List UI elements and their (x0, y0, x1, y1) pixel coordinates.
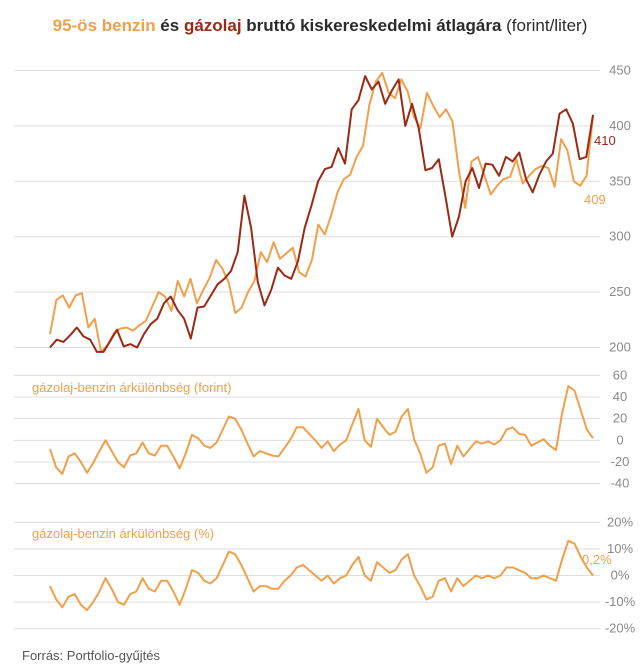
panel1-series (49, 71, 594, 353)
panel2-series (49, 385, 594, 475)
y-tick-label: -20 (611, 454, 630, 469)
y-tick-label: 450 (609, 63, 631, 78)
panel3-label: gázolaj-benzin árkülönbség (%) (32, 526, 214, 541)
panel2-gridlines (14, 374, 600, 485)
panel3-y-ticks: -20% -10% 0% 10% 20% (605, 514, 636, 635)
end-label-diff-pct: 0,2% (582, 552, 612, 567)
y-tick-label: 250 (609, 284, 631, 299)
y-tick-label: 60 (613, 367, 627, 382)
source-note: Forrás: Portfolio-gyűjtés (22, 648, 160, 663)
series-line-gazolaj (49, 75, 594, 353)
y-tick-label: 10% (607, 541, 633, 556)
end-label-gazolaj: 410 (594, 133, 616, 148)
y-tick-label: 350 (609, 173, 631, 188)
y-tick-label: 0% (611, 568, 630, 583)
panel2-y-ticks: -40 -20 0 20 40 60 (611, 367, 630, 490)
panel3-gridlines (14, 521, 600, 630)
y-tick-label: 20 (613, 411, 627, 426)
panel1-y-ticks: 200 250 300 350 400 450 (609, 63, 631, 355)
title-unit: (forint/liter) (501, 16, 587, 35)
y-tick-label: 400 (609, 118, 631, 133)
y-tick-label: 20% (607, 514, 633, 529)
panel1-gridlines (14, 70, 600, 348)
y-tick-label: 0 (616, 432, 623, 447)
y-tick-label: 200 (609, 339, 631, 354)
chart-title: 95-ös benzin és gázolaj bruttó kiskeresk… (53, 16, 588, 35)
y-tick-label: -20% (605, 621, 636, 636)
panel2-label: gázolaj-benzin árkülönbség (forint) (32, 380, 231, 395)
y-tick-label: 40 (613, 389, 627, 404)
series-line-diff_pct (49, 539, 594, 612)
panel3-series (49, 539, 594, 612)
end-label-benzin: 409 (584, 192, 606, 207)
title-main: bruttó kiskereskedelmi átlagára (242, 16, 502, 35)
y-tick-label: -40 (611, 476, 630, 491)
y-tick-label: 300 (609, 229, 631, 244)
y-tick-label: -10% (605, 594, 636, 609)
title-benzin: 95-ös benzin (53, 16, 156, 35)
title-and: és (156, 16, 184, 35)
title-gazolaj: gázolaj (184, 16, 242, 35)
series-line-diff (49, 385, 594, 475)
series-line-benzin (49, 71, 594, 353)
